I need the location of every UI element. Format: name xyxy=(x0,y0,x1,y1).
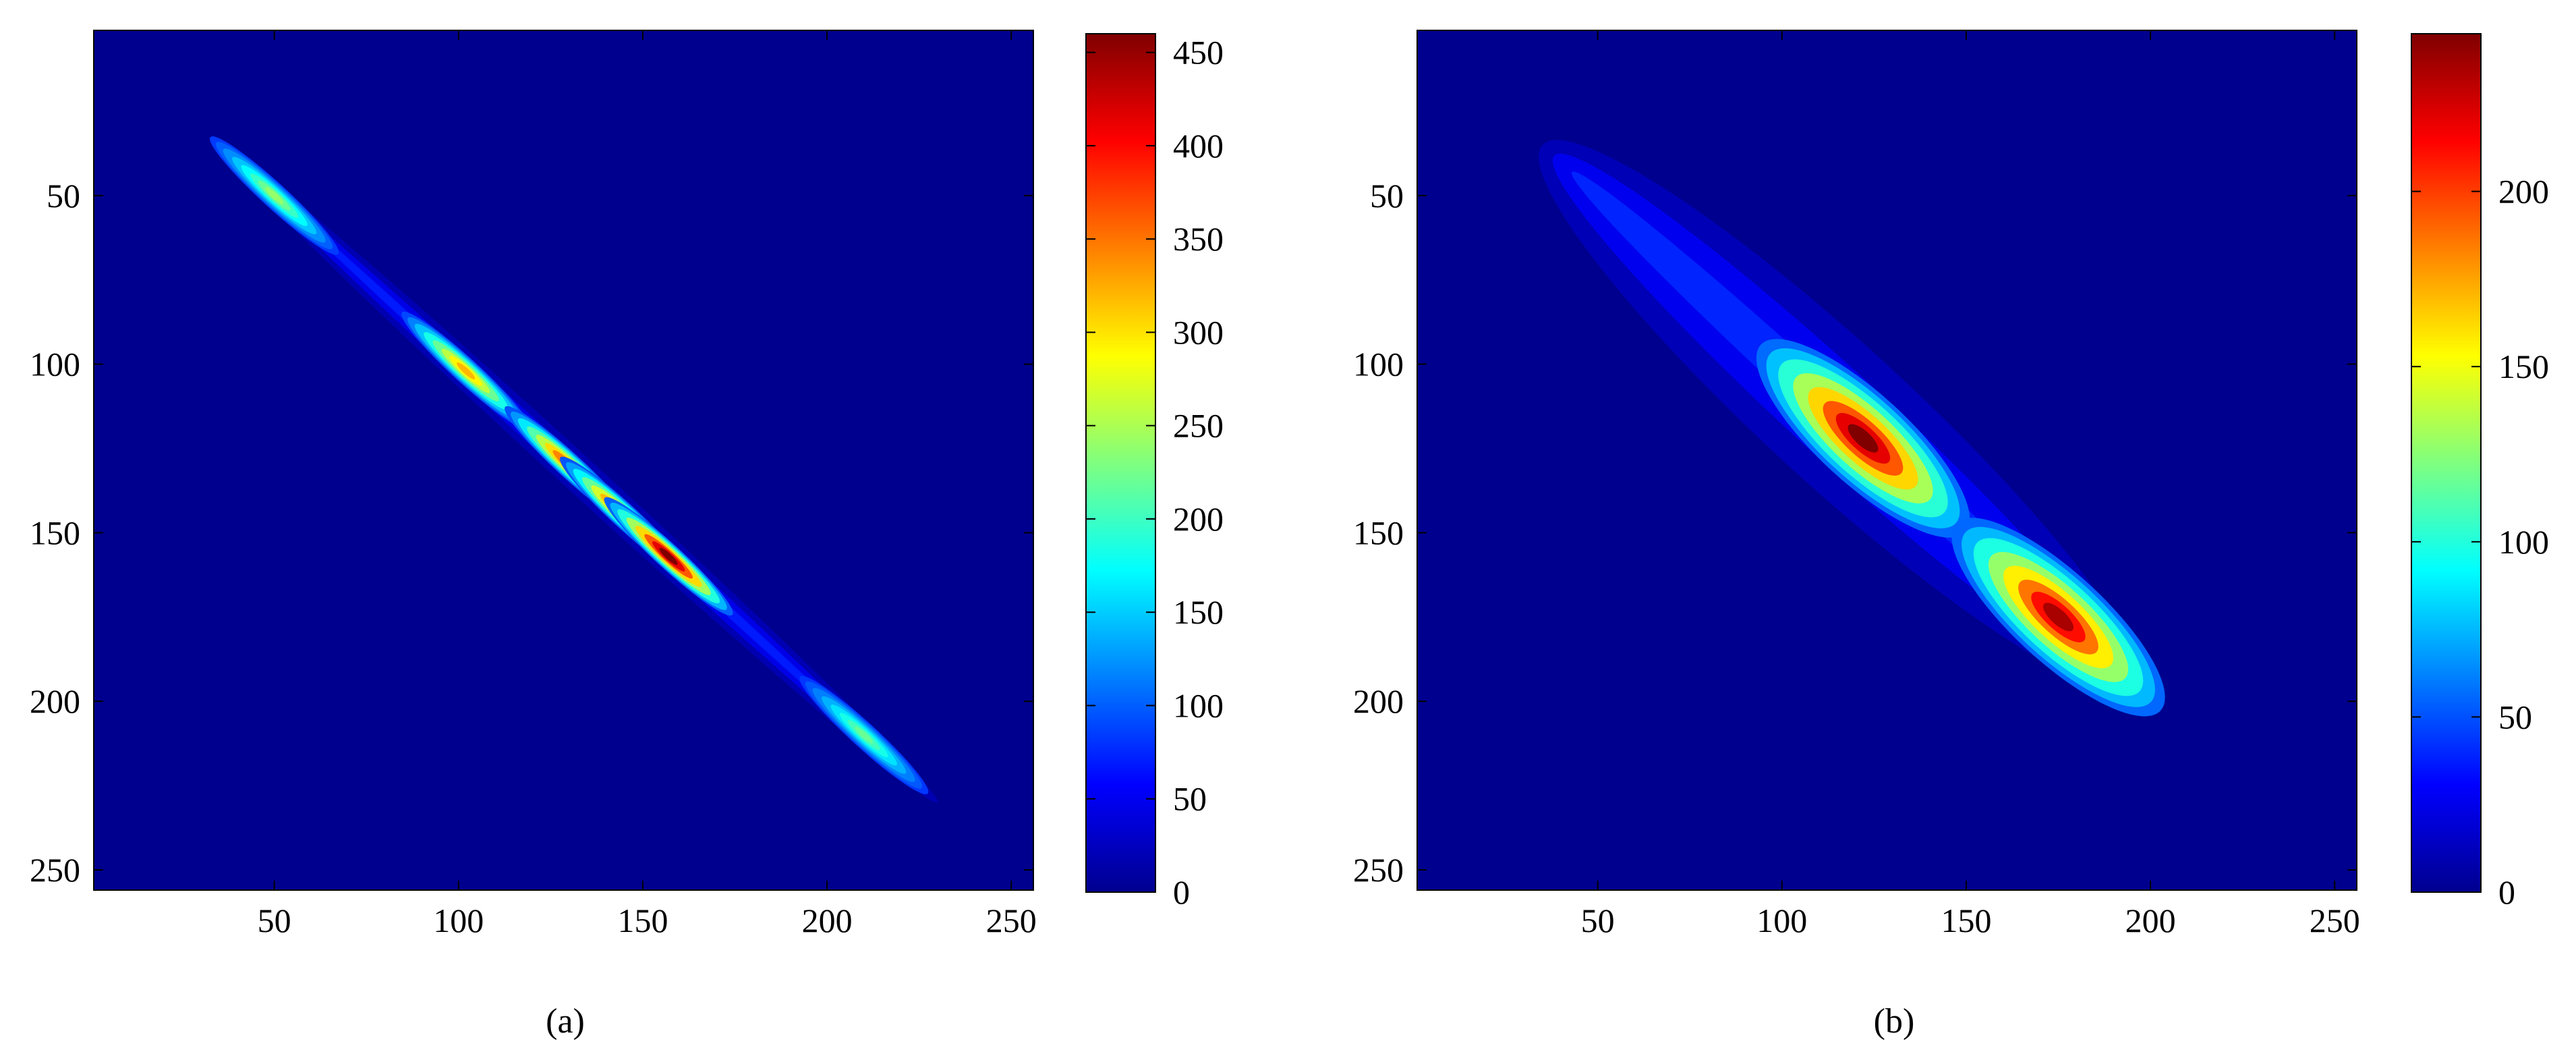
x-tick-label-b: 100 xyxy=(1756,902,1807,939)
x-tick-label-a: 200 xyxy=(802,902,853,939)
x-tick-label-a: 250 xyxy=(986,902,1037,939)
y-tick-label-b: 250 xyxy=(1353,851,1404,889)
colorbar-a xyxy=(1085,33,1156,893)
x-tick-label-a: 150 xyxy=(617,902,668,939)
x-axis-b: 50 100 150 200 250 xyxy=(1581,30,2360,939)
x-tick-label-b: 250 xyxy=(2310,902,2360,939)
density-ridge-a xyxy=(210,136,938,803)
y-tick-label-a: 100 xyxy=(30,346,80,383)
colorbar-tick-label-a: 450 xyxy=(1173,34,1224,72)
ridge-peak-a-5-7 xyxy=(855,726,874,744)
ridge-peak-a-0-7 xyxy=(265,187,284,204)
colorbar-axis-a: 0 50 100 150 200 250 300 350 400 450 xyxy=(1086,34,1224,911)
ridge-peak-a-1-7 xyxy=(457,362,476,380)
colorbar-b xyxy=(2411,33,2482,893)
y-tick-label-b: 150 xyxy=(1353,514,1404,551)
y-tick-label-a: 150 xyxy=(30,514,80,551)
panel-label-b: (b) xyxy=(1874,1002,1915,1041)
y-tick-label-b: 50 xyxy=(1370,177,1404,215)
ridge-peak-a-4-7 xyxy=(659,547,678,565)
panel-label-a: (a) xyxy=(546,1002,585,1041)
colorbar-axis-b: 0 50 100 150 200 xyxy=(2411,173,2549,911)
y-tick-label-a: 50 xyxy=(47,177,80,215)
y-axis-b: 50 100 150 200 250 xyxy=(1353,177,2357,889)
x-axis-a: 50 100 150 200 250 xyxy=(258,30,1037,939)
ridge-peak-b-1-7 xyxy=(2042,603,2074,632)
ridge-peak-b-0-7 xyxy=(1848,424,1879,453)
colorbar-tick-label-a: 350 xyxy=(1173,220,1224,258)
x-tick-label-b: 200 xyxy=(2125,902,2176,939)
x-tick-label-a: 100 xyxy=(433,902,484,939)
colorbar-tick-label-b: 0 xyxy=(2498,873,2515,911)
axes-frame-b xyxy=(1416,30,2357,891)
colorbar-tick-label-a: 0 xyxy=(1173,873,1190,911)
colorbar-tick-label-a: 50 xyxy=(1173,780,1207,818)
colorbar-tick-label-a: 300 xyxy=(1173,313,1224,351)
panel-a: 50 100 150 200 250 50 100 150 200 250 0 50 100 150 2… xyxy=(30,30,1224,1041)
colorbar-tick-label-a: 200 xyxy=(1173,500,1224,538)
panel-b: 50 100 150 200 250 50 100 150 200 250 0 50 100 150 2… xyxy=(1353,30,2549,1041)
colorbar-tick-label-a: 250 xyxy=(1173,407,1224,445)
y-tick-label-a: 200 xyxy=(30,682,80,720)
colorbar-tick-label-b: 200 xyxy=(2498,173,2549,211)
colorbar-tick-label-a: 150 xyxy=(1173,593,1224,631)
x-tick-label-b: 50 xyxy=(1581,902,1615,939)
colorbar-tick-label-b: 100 xyxy=(2498,523,2549,561)
y-tick-label-a: 250 xyxy=(30,851,80,889)
colorbar-tick-label-b: 150 xyxy=(2498,348,2549,385)
colorbar-tick-label-b: 50 xyxy=(2498,698,2532,736)
x-tick-label-a: 50 xyxy=(258,902,291,939)
colorbar-tick-label-a: 100 xyxy=(1173,686,1224,724)
colorbar-tick-label-a: 400 xyxy=(1173,127,1224,165)
y-axis-a: 50 100 150 200 250 xyxy=(30,177,1033,889)
axes-frame-a xyxy=(93,30,1034,891)
density-ridge-b xyxy=(1539,140,2165,717)
y-tick-label-b: 200 xyxy=(1353,682,1404,720)
y-tick-label-b: 100 xyxy=(1353,346,1404,383)
x-tick-label-b: 150 xyxy=(1941,902,1991,939)
